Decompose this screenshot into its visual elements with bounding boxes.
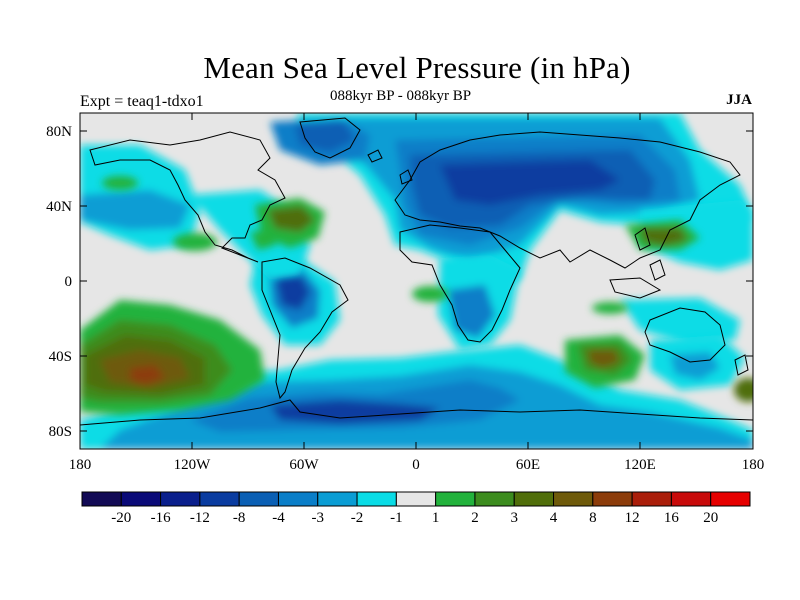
axis-ticks bbox=[80, 113, 753, 449]
colorbar-swatch bbox=[513, 491, 555, 507]
greenland-coast bbox=[299, 117, 361, 159]
colorbar-label: 20 bbox=[703, 510, 718, 526]
colorbar-label: -2 bbox=[351, 510, 364, 526]
southern-ocean-low-core bbox=[270, 400, 440, 424]
lon-label: 180 bbox=[742, 457, 765, 473]
colorbar-label: -4 bbox=[272, 510, 285, 526]
colorbar-swatch bbox=[710, 491, 751, 507]
anomaly-field bbox=[80, 113, 753, 449]
lat-label: 40S bbox=[49, 349, 72, 365]
lon-label: 60E bbox=[516, 457, 540, 473]
colorbar-swatch bbox=[435, 491, 476, 507]
lat-label: 80S bbox=[49, 424, 72, 440]
north-pacific-high bbox=[102, 176, 138, 190]
colorbar bbox=[81, 491, 751, 507]
colorbar-swatch bbox=[199, 491, 240, 507]
lat-label: 40N bbox=[46, 199, 72, 215]
colorbar-swatch bbox=[592, 491, 633, 507]
colorbar-swatch bbox=[395, 491, 437, 507]
eurasia-low-core bbox=[440, 160, 620, 205]
colorbar-label: -1 bbox=[390, 510, 403, 526]
coastlines bbox=[80, 117, 753, 426]
colorbar-label: 1 bbox=[432, 510, 440, 526]
colorbar-label: -3 bbox=[312, 510, 325, 526]
colorbar-label: 16 bbox=[664, 510, 680, 526]
colorbar-label: 8 bbox=[589, 510, 597, 526]
colorbar-label: 2 bbox=[471, 510, 479, 526]
colorbar-swatch bbox=[81, 491, 122, 507]
colorbar-label: -16 bbox=[151, 510, 171, 526]
colorbar-label: -8 bbox=[233, 510, 246, 526]
lon-label: 180 bbox=[69, 457, 92, 473]
colorbar-swatch bbox=[120, 491, 162, 507]
lon-label: 120W bbox=[174, 457, 212, 473]
lat-label: 80N bbox=[46, 124, 72, 140]
africa-coast bbox=[399, 224, 521, 343]
colorbar-swatch bbox=[474, 491, 515, 507]
colorbar-label: -20 bbox=[111, 510, 131, 526]
colorbar-swatch bbox=[238, 491, 279, 507]
season-label: JJA bbox=[726, 92, 752, 108]
time-period-label: 088kyr BP - 088kyr BP bbox=[330, 88, 472, 104]
colorbar-swatch bbox=[317, 491, 358, 507]
australia-coast bbox=[644, 307, 726, 363]
colorbar-label: -12 bbox=[190, 510, 210, 526]
colorbar-label: 12 bbox=[625, 510, 640, 526]
colorbar-swatch bbox=[631, 491, 672, 507]
lat-label: 0 bbox=[65, 274, 73, 290]
colorbar-label: 3 bbox=[510, 510, 518, 526]
lon-label: 120E bbox=[624, 457, 656, 473]
colorbar-labels: -20 -16 -12 -8 -4 -3 -2 -1 1 2 3 4 8 12 16 20 bbox=[111, 510, 718, 526]
longitude-labels: 180 120W 60W 0 60E 120E 180 bbox=[69, 457, 765, 473]
colorbar-label: 4 bbox=[550, 510, 558, 526]
colorbar-swatch bbox=[356, 491, 397, 507]
lon-label: 60W bbox=[289, 457, 319, 473]
north-america-coast bbox=[89, 131, 286, 263]
colorbar-swatch bbox=[553, 491, 594, 507]
eurasia-coast bbox=[394, 131, 741, 269]
experiment-label: Expt = teaq1-tdxo1 bbox=[80, 93, 204, 110]
colorbar-swatch bbox=[160, 491, 201, 507]
map-title: Mean Sea Level Pressure (in hPa) bbox=[203, 50, 631, 85]
lon-label: 0 bbox=[412, 457, 420, 473]
antarctica-coast bbox=[80, 399, 753, 426]
colorbar-swatch bbox=[277, 491, 319, 507]
colorbar-swatch bbox=[670, 491, 712, 507]
south-america-coast bbox=[261, 257, 349, 400]
latitude-labels: 80N 40N 0 40S 80S bbox=[46, 124, 72, 440]
